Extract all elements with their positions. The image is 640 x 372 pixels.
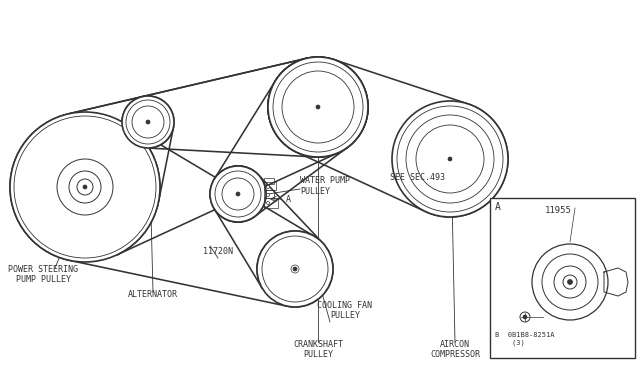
Bar xyxy=(264,190,274,198)
Circle shape xyxy=(222,178,254,210)
Circle shape xyxy=(146,120,150,124)
Circle shape xyxy=(236,192,240,196)
Circle shape xyxy=(10,112,160,262)
Text: SEE SEC.493: SEE SEC.493 xyxy=(390,173,445,182)
Circle shape xyxy=(554,266,586,298)
Circle shape xyxy=(266,186,269,189)
Circle shape xyxy=(14,116,156,258)
Text: R1170045: R1170045 xyxy=(588,351,625,360)
Circle shape xyxy=(122,96,174,148)
Text: A: A xyxy=(286,195,291,203)
Text: COOLING FAN
PULLEY: COOLING FAN PULLEY xyxy=(317,301,372,320)
Text: B  0B1B8-8251A
    (3): B 0B1B8-8251A (3) xyxy=(495,332,554,346)
Text: WATER PUMP
PULLEY: WATER PUMP PULLEY xyxy=(300,176,350,196)
Circle shape xyxy=(291,265,299,273)
Text: AIRCON
COMPRESSOR: AIRCON COMPRESSOR xyxy=(430,340,480,359)
Circle shape xyxy=(568,279,573,285)
Bar xyxy=(264,198,278,208)
Text: 11720N: 11720N xyxy=(203,247,233,256)
Circle shape xyxy=(215,171,261,217)
Circle shape xyxy=(392,101,508,217)
Circle shape xyxy=(262,236,328,302)
Circle shape xyxy=(210,166,266,222)
Bar xyxy=(264,182,276,190)
Circle shape xyxy=(257,231,333,307)
Circle shape xyxy=(132,106,164,138)
Circle shape xyxy=(563,275,577,289)
Circle shape xyxy=(448,157,452,161)
Circle shape xyxy=(77,179,93,195)
Text: 11955: 11955 xyxy=(545,206,572,215)
Circle shape xyxy=(126,100,170,144)
Text: POWER STEERING
PUMP PULLEY: POWER STEERING PUMP PULLEY xyxy=(8,265,78,285)
Bar xyxy=(264,178,274,184)
Circle shape xyxy=(406,115,494,203)
Circle shape xyxy=(416,125,484,193)
Circle shape xyxy=(57,159,113,215)
Circle shape xyxy=(293,267,297,271)
Text: A: A xyxy=(495,202,501,212)
Circle shape xyxy=(273,62,363,152)
Circle shape xyxy=(397,106,503,212)
Circle shape xyxy=(83,185,87,189)
Circle shape xyxy=(266,193,269,196)
Circle shape xyxy=(266,202,269,205)
Bar xyxy=(490,198,635,358)
Text: ALTERNATOR: ALTERNATOR xyxy=(128,290,178,299)
Circle shape xyxy=(542,254,598,310)
Circle shape xyxy=(69,171,101,203)
Circle shape xyxy=(523,315,527,319)
Circle shape xyxy=(316,105,320,109)
Circle shape xyxy=(268,57,368,157)
Circle shape xyxy=(532,244,608,320)
Circle shape xyxy=(282,71,354,143)
Text: CRANKSHAFT
PULLEY: CRANKSHAFT PULLEY xyxy=(293,340,343,359)
Circle shape xyxy=(520,312,530,322)
